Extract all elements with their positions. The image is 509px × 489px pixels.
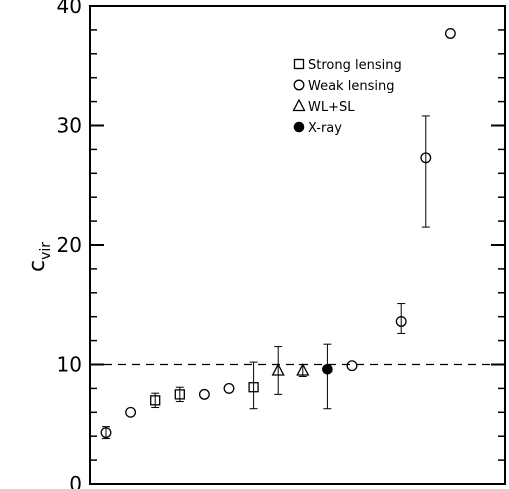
data-point <box>271 363 285 376</box>
legend-marker <box>292 98 306 112</box>
y-tick-label: 30 <box>57 114 82 138</box>
data-point <box>296 363 310 376</box>
data-point <box>322 363 333 375</box>
y-axis-label: cvir <box>25 242 54 272</box>
data-point <box>125 406 137 418</box>
data-point <box>395 316 407 327</box>
y-tick-label: 20 <box>57 233 82 257</box>
data-point <box>444 28 456 39</box>
y-tick-label: 0 <box>69 472 82 489</box>
legend-marker <box>293 79 305 91</box>
legend: Strong lensing Weak lensing WL+SL X-ray <box>292 58 402 136</box>
data-point <box>198 388 210 400</box>
data-point <box>223 382 235 394</box>
data-point <box>100 427 112 439</box>
data-point <box>420 152 432 164</box>
data-point <box>248 382 259 393</box>
y-tick-label: 10 <box>57 353 82 377</box>
y-tick-label: 40 <box>57 0 82 18</box>
data-point <box>150 395 161 406</box>
legend-marker <box>293 58 305 70</box>
legend-label: Strong lensing <box>308 58 402 73</box>
data-point <box>174 389 185 400</box>
plot-frame <box>89 5 506 485</box>
legend-label: X-ray <box>308 121 342 136</box>
data-point <box>346 360 358 372</box>
series-strong-lensing <box>150 361 259 410</box>
series-wl-sl <box>271 346 310 395</box>
series-x-ray <box>322 343 333 410</box>
legend-label: WL+SL <box>308 100 355 115</box>
y-axis: 0 10 20 30 40 <box>57 0 505 489</box>
legend-marker <box>293 121 305 133</box>
series-weak-lensing <box>100 28 456 440</box>
legend-label: Weak lensing <box>308 79 394 94</box>
data-marks <box>100 28 456 440</box>
